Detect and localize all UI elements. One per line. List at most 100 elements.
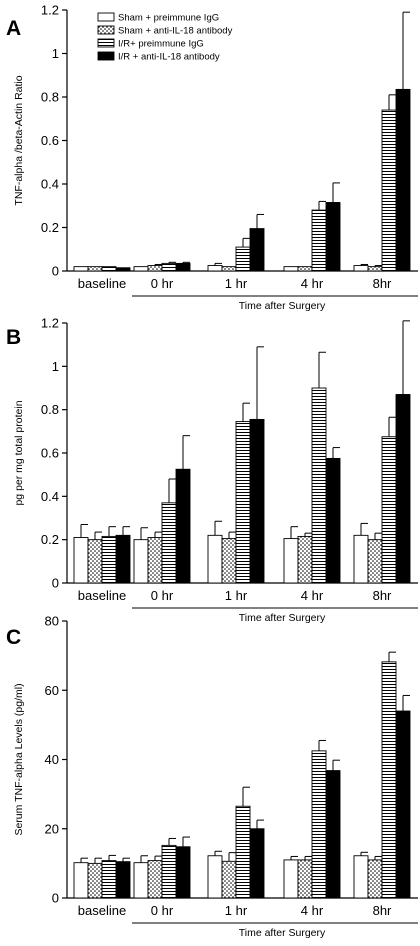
bar: [133, 539, 149, 584]
bar: [73, 862, 89, 899]
legend-swatch: [97, 12, 115, 22]
bar: [381, 109, 397, 272]
category-label: 1 hr: [225, 588, 248, 603]
bar: [249, 828, 265, 899]
category-label: 0 hr: [151, 588, 174, 603]
legend-label: Sham + anti-IL-18 antibody: [118, 26, 233, 37]
y-tick-label: 0.2: [41, 532, 59, 547]
bar: [381, 661, 397, 899]
y-tick-label: 0: [52, 264, 59, 279]
bar: [353, 265, 369, 272]
panels: A 0 0.2 0.4 0.6 0.8 1 1.2 TNF-alpha /beta-Actin …: [6, 3, 418, 939]
y-tick-label: 80: [45, 614, 59, 629]
bar: [207, 534, 223, 584]
y-tick-label: 0.6: [41, 446, 59, 461]
category-label: 4 hr: [301, 588, 324, 603]
bar: [161, 844, 177, 899]
bar: [395, 88, 411, 272]
bar: [147, 265, 163, 272]
bar: [235, 421, 251, 584]
legend-label: Sham + preimmune IgG: [118, 13, 219, 24]
y-tick-label: 1.2: [41, 3, 59, 18]
bar: [133, 862, 149, 899]
y-tick-label: 20: [45, 821, 59, 836]
bar: [367, 539, 383, 584]
bar: [311, 750, 327, 899]
y-axis-label: TNF-alpha /beta-Actin Ratio: [13, 75, 25, 205]
y-tick-label: 0.8: [41, 402, 59, 417]
bar: [175, 468, 191, 584]
bar: [133, 266, 149, 272]
bar: [101, 535, 117, 584]
bar: [311, 387, 327, 584]
category-label: baseline: [78, 903, 126, 918]
bar: [87, 539, 103, 584]
bar: [147, 537, 163, 584]
bar: [297, 859, 313, 899]
panel-a: A 0 0.2 0.4 0.6 0.8 1 1.2 TNF-alpha /beta-Actin …: [6, 3, 418, 312]
bar: [101, 860, 117, 899]
bar: [221, 266, 237, 272]
bar: [115, 534, 131, 584]
category-label: 8hr: [373, 903, 392, 918]
bar: [175, 262, 191, 272]
y-tick-label: 0: [52, 576, 59, 591]
bar: [207, 265, 223, 272]
bar: [367, 266, 383, 272]
y-tick-label: 60: [45, 683, 59, 698]
bar: [235, 246, 251, 272]
bar: [297, 266, 313, 272]
bar: [353, 534, 369, 584]
category-label: 0 hr: [151, 903, 174, 918]
y-tick-label: 0.2: [41, 220, 59, 235]
category-label: 4 hr: [301, 903, 324, 918]
bar: [73, 537, 89, 584]
bar: [221, 860, 237, 899]
x-axis-label: Time after Surgery: [239, 612, 326, 624]
bar: [353, 855, 369, 899]
legend-swatch: [97, 25, 115, 35]
category-label: 1 hr: [225, 903, 248, 918]
x-axis-label: Time after Surgery: [239, 300, 326, 312]
bar: [87, 266, 103, 272]
panel-letter: B: [6, 326, 21, 349]
bar: [175, 846, 191, 899]
legend: Sham + preimmune IgG Sham + anti-IL-18 an…: [97, 12, 233, 63]
y-tick-label: 1.2: [41, 316, 59, 331]
y-axis-label: Serum TNF-alpha Levels (pg/ml): [13, 683, 25, 835]
bar: [235, 805, 251, 899]
bar: [325, 202, 341, 272]
category-label: 0 hr: [151, 276, 174, 291]
bar: [87, 862, 103, 899]
bar: [161, 502, 177, 584]
y-tick-label: 0.8: [41, 90, 59, 105]
bar: [283, 266, 299, 272]
category-label: baseline: [78, 276, 126, 291]
legend-swatch: [97, 38, 115, 48]
bar: [283, 859, 299, 899]
y-tick-label: 0.4: [41, 489, 59, 504]
bar: [221, 538, 237, 584]
y-tick-label: 0: [52, 891, 59, 906]
x-axis-label: Time after Surgery: [239, 927, 326, 939]
bar: [249, 228, 265, 272]
y-tick-label: 1: [52, 46, 59, 61]
legend-label: I/R+ preimmune IgG: [118, 39, 204, 50]
category-label: baseline: [78, 588, 126, 603]
bar: [325, 770, 341, 899]
panel-b: B 0 0.2 0.4 0.6 0.8 1 1.2 pg per mg total protei…: [6, 316, 418, 624]
bar: [101, 266, 117, 272]
bar: [115, 267, 131, 272]
category-label: 1 hr: [225, 276, 248, 291]
bar: [161, 262, 177, 272]
bar: [147, 860, 163, 899]
bar: [395, 710, 411, 899]
bar: [395, 394, 411, 584]
bar: [297, 535, 313, 584]
category-label: 8hr: [373, 276, 392, 291]
bar: [207, 855, 223, 899]
y-tick-label: 1: [52, 359, 59, 374]
bar: [115, 861, 131, 899]
panel-letter: C: [6, 626, 21, 649]
